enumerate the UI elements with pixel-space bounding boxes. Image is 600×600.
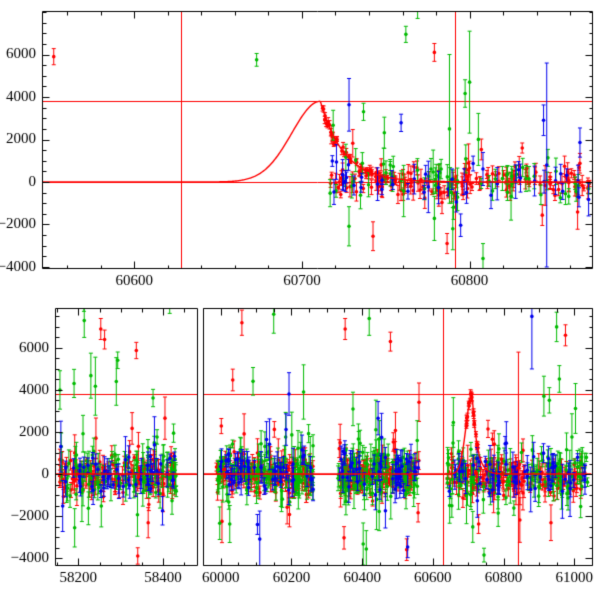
light-curve-figure (0, 0, 600, 600)
light-curve-panels-canvas (0, 0, 600, 600)
